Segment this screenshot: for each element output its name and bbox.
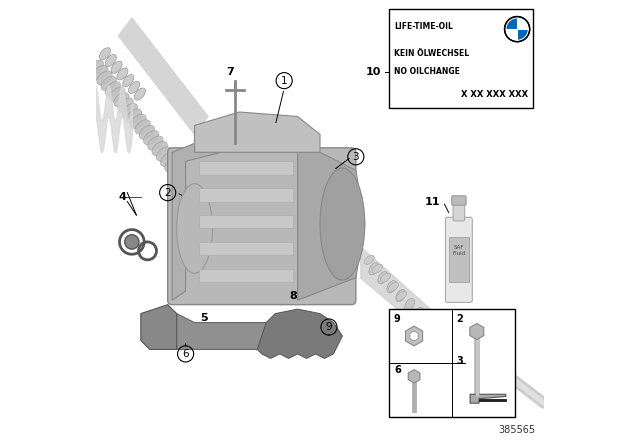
Ellipse shape <box>97 71 112 85</box>
Polygon shape <box>199 269 293 282</box>
Text: 4: 4 <box>119 192 127 202</box>
Circle shape <box>410 332 419 340</box>
Text: 1: 1 <box>281 76 287 86</box>
Text: 7: 7 <box>227 67 234 77</box>
Text: X XX XXX XXX: X XX XXX XXX <box>461 90 529 99</box>
Ellipse shape <box>143 130 159 145</box>
Ellipse shape <box>320 168 365 280</box>
Ellipse shape <box>372 264 382 273</box>
Wedge shape <box>506 18 517 29</box>
Text: 9: 9 <box>394 314 401 323</box>
Polygon shape <box>470 394 506 403</box>
Ellipse shape <box>105 82 121 96</box>
Ellipse shape <box>134 88 145 100</box>
Polygon shape <box>172 143 221 300</box>
Polygon shape <box>479 399 506 401</box>
Ellipse shape <box>105 54 116 67</box>
Text: 11: 11 <box>424 197 440 207</box>
Text: SAF
Fluid: SAF Fluid <box>452 246 465 256</box>
Text: NO OILCHANGE: NO OILCHANGE <box>394 67 460 76</box>
FancyBboxPatch shape <box>452 196 466 205</box>
Polygon shape <box>199 215 293 228</box>
Text: 6: 6 <box>394 365 401 375</box>
Text: 2: 2 <box>164 188 171 198</box>
Text: 385565: 385565 <box>499 425 536 435</box>
Wedge shape <box>517 18 528 29</box>
Ellipse shape <box>364 255 374 264</box>
Wedge shape <box>506 29 517 40</box>
Ellipse shape <box>139 125 155 139</box>
Ellipse shape <box>93 65 108 80</box>
Ellipse shape <box>148 136 163 151</box>
Ellipse shape <box>413 307 424 320</box>
Polygon shape <box>298 152 365 300</box>
Ellipse shape <box>127 109 142 123</box>
Text: 5: 5 <box>200 313 207 323</box>
Ellipse shape <box>114 93 129 107</box>
Polygon shape <box>199 242 293 255</box>
Ellipse shape <box>125 235 139 249</box>
Ellipse shape <box>369 263 379 275</box>
Polygon shape <box>257 309 342 358</box>
Ellipse shape <box>118 98 134 112</box>
Ellipse shape <box>378 271 388 284</box>
Circle shape <box>504 17 530 42</box>
Ellipse shape <box>117 68 128 80</box>
FancyBboxPatch shape <box>389 9 533 108</box>
Ellipse shape <box>101 76 116 90</box>
Text: 8: 8 <box>289 291 297 301</box>
Polygon shape <box>199 188 293 202</box>
Text: LIFE-TIME-OIL: LIFE-TIME-OIL <box>394 22 452 31</box>
Ellipse shape <box>388 282 399 291</box>
Ellipse shape <box>380 273 390 282</box>
Ellipse shape <box>161 152 176 167</box>
Polygon shape <box>195 112 320 152</box>
Ellipse shape <box>169 163 184 177</box>
Ellipse shape <box>135 120 150 134</box>
FancyBboxPatch shape <box>168 148 356 305</box>
Text: 3: 3 <box>457 356 463 366</box>
Ellipse shape <box>129 81 140 94</box>
Ellipse shape <box>397 291 406 300</box>
Text: 3: 3 <box>353 152 359 162</box>
Ellipse shape <box>387 280 397 293</box>
FancyBboxPatch shape <box>389 309 515 417</box>
Ellipse shape <box>123 74 134 87</box>
Ellipse shape <box>177 184 212 273</box>
Ellipse shape <box>109 87 125 102</box>
Ellipse shape <box>164 158 180 172</box>
Polygon shape <box>118 18 208 134</box>
Polygon shape <box>159 314 329 354</box>
Ellipse shape <box>156 147 172 161</box>
Polygon shape <box>141 305 177 349</box>
Bar <box>449 237 468 282</box>
Ellipse shape <box>99 47 111 60</box>
Ellipse shape <box>88 60 104 74</box>
Ellipse shape <box>152 142 168 156</box>
Ellipse shape <box>131 114 146 129</box>
Ellipse shape <box>404 298 415 311</box>
FancyBboxPatch shape <box>445 217 472 302</box>
Text: 10: 10 <box>366 67 381 77</box>
Text: KEIN ÖLWECHSEL: KEIN ÖLWECHSEL <box>394 49 469 58</box>
Ellipse shape <box>122 103 138 118</box>
Text: 2: 2 <box>457 314 463 323</box>
Wedge shape <box>517 29 528 40</box>
Ellipse shape <box>396 289 406 302</box>
Polygon shape <box>199 161 293 175</box>
Text: 6: 6 <box>182 349 189 359</box>
Text: 9: 9 <box>326 322 332 332</box>
Ellipse shape <box>111 61 122 73</box>
FancyBboxPatch shape <box>453 200 465 221</box>
